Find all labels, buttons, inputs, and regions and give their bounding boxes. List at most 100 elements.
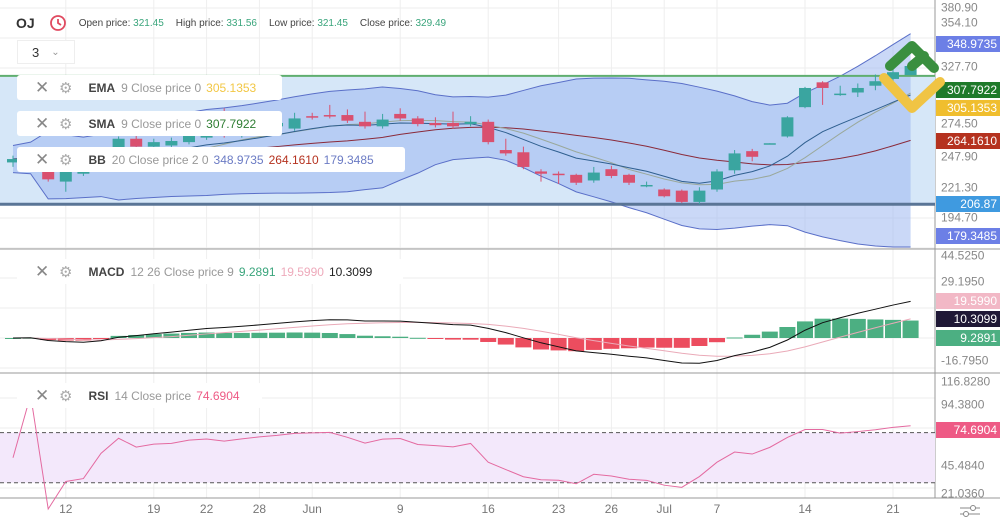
- macd-histogram-bar: [357, 335, 373, 338]
- date-axis-label: 28: [252, 502, 267, 516]
- macd-histogram-bar: [656, 338, 673, 348]
- macd-histogram-bar: [93, 338, 109, 339]
- candle-body: [834, 93, 847, 96]
- rsi-params: 14 Close price: [114, 388, 192, 403]
- candle-body: [816, 82, 829, 88]
- candle-body: [130, 138, 143, 147]
- ema-name: EMA: [88, 80, 116, 95]
- macd-histogram-bar: [849, 318, 866, 338]
- sma-name: SMA: [88, 116, 116, 131]
- macd-hist: 9.2891: [238, 264, 276, 279]
- close-icon[interactable]: ✕: [35, 385, 50, 405]
- gear-icon[interactable]: ⚙: [59, 151, 73, 169]
- candle-body: [42, 169, 55, 180]
- candle-body: [711, 171, 723, 190]
- candle-body: [447, 122, 459, 127]
- open-label: Open price:: [78, 17, 131, 29]
- candle-body: [693, 190, 706, 202]
- macd-histogram-bar: [233, 332, 250, 338]
- gear-icon[interactable]: ⚙: [59, 387, 73, 405]
- macd-histogram-bar: [445, 338, 461, 340]
- settings-sliders-icon[interactable]: [958, 503, 982, 519]
- symbol-name: OJ: [16, 15, 35, 31]
- sma-value: 307.7922: [206, 116, 257, 131]
- date-axis-label: 16: [481, 502, 495, 516]
- high-label: High price:: [175, 17, 224, 29]
- candle-body: [359, 121, 371, 127]
- price-axis-label: 354.10: [941, 15, 978, 30]
- candle-body: [658, 189, 671, 197]
- chevron-down-icon: ⌄: [51, 46, 60, 58]
- candle-body: [306, 116, 319, 118]
- candle-body: [165, 140, 178, 146]
- gear-icon[interactable]: ⚙: [59, 79, 73, 97]
- ema-value: 305.1353: [206, 80, 257, 95]
- candle-body: [851, 87, 864, 93]
- candle-body: [323, 115, 336, 117]
- macd-histogram-bar: [779, 327, 796, 338]
- candle-body: [869, 81, 882, 86]
- price-axis-label: 247.90: [941, 149, 978, 164]
- candle-body: [799, 87, 811, 108]
- macd-histogram-bar: [902, 320, 919, 338]
- low-label: Low price:: [268, 17, 315, 29]
- candle-body: [675, 190, 688, 202]
- macd-axis-label: -16.7950: [941, 353, 989, 368]
- candle-body: [288, 118, 301, 129]
- macd-histogram-bar: [638, 338, 655, 348]
- rsi-value: 74.6904: [196, 388, 240, 403]
- sma-params: 9 Close price 0: [121, 116, 202, 131]
- macd-histogram-bar: [691, 338, 708, 346]
- candle-body: [517, 152, 530, 167]
- date-axis-label: 9: [396, 502, 404, 516]
- date-axis-label: Jul: [656, 502, 672, 516]
- price-axis-label: 380.90: [941, 0, 978, 15]
- interval-dropdown[interactable]: 3 ⌄: [17, 40, 75, 64]
- close-icon[interactable]: ✕: [35, 77, 50, 97]
- candle-body: [499, 150, 512, 154]
- clock-refresh-icon[interactable]: [49, 14, 67, 32]
- macd-histogram-bar: [673, 338, 690, 348]
- gear-icon[interactable]: ⚙: [59, 263, 73, 281]
- macd-histogram-bar: [761, 331, 778, 338]
- candle-body: [112, 138, 125, 151]
- legend-bb: ✕ ⚙ BB 20 Close price 2 0 348.9735 264.1610 1…: [17, 147, 405, 172]
- macd-signal: 19.5990: [280, 264, 324, 279]
- macd-histogram-bar: [269, 332, 285, 338]
- bollinger-band-fill: [13, 33, 911, 248]
- rsi-axis-label: 94.3800: [941, 397, 985, 412]
- low-value: 321.45: [317, 17, 348, 29]
- legend-macd: ✕ ⚙ MACD 12 26 Close price 9 9.2891 19.5990 1…: [17, 259, 403, 284]
- candle-body: [623, 174, 635, 183]
- close-icon[interactable]: ✕: [35, 149, 50, 169]
- legend-rsi: ✕ ⚙ RSI 14 Close price 74.6904: [17, 383, 262, 408]
- candle-body: [605, 169, 618, 176]
- date-axis-label: Jun: [302, 502, 322, 516]
- price-tag-bb-lower: 179.3485: [936, 228, 1000, 244]
- rsi-name: RSI: [88, 388, 109, 403]
- candle-body: [147, 142, 160, 147]
- candle-body: [464, 121, 477, 125]
- gear-icon[interactable]: ⚙: [59, 115, 73, 133]
- date-axis-label: 12: [59, 502, 73, 516]
- macd-histogram-bar: [885, 319, 901, 338]
- candle-body: [59, 171, 72, 182]
- candle-body: [728, 153, 741, 171]
- bb-middle: 264.1610: [268, 152, 319, 167]
- macd-value: 10.3099: [328, 264, 373, 279]
- high-value: 331.56: [226, 17, 257, 29]
- candle-body: [640, 184, 653, 187]
- date-axis-label: 14: [798, 502, 812, 516]
- price-tag-bb-middle: 264.1610: [936, 133, 1000, 149]
- bb-lower: 179.3485: [323, 152, 374, 167]
- rsi-zone: [0, 432, 935, 483]
- price-axis-label: 327.70: [941, 59, 978, 74]
- close-icon[interactable]: ✕: [35, 261, 50, 281]
- macd-histogram-bar: [480, 338, 497, 342]
- date-axis-label: 21: [886, 502, 900, 516]
- close-icon[interactable]: ✕: [35, 113, 50, 133]
- candle-body: [429, 122, 442, 126]
- bb-params: 20 Close price 2 0: [111, 152, 209, 167]
- candle-body: [763, 143, 776, 145]
